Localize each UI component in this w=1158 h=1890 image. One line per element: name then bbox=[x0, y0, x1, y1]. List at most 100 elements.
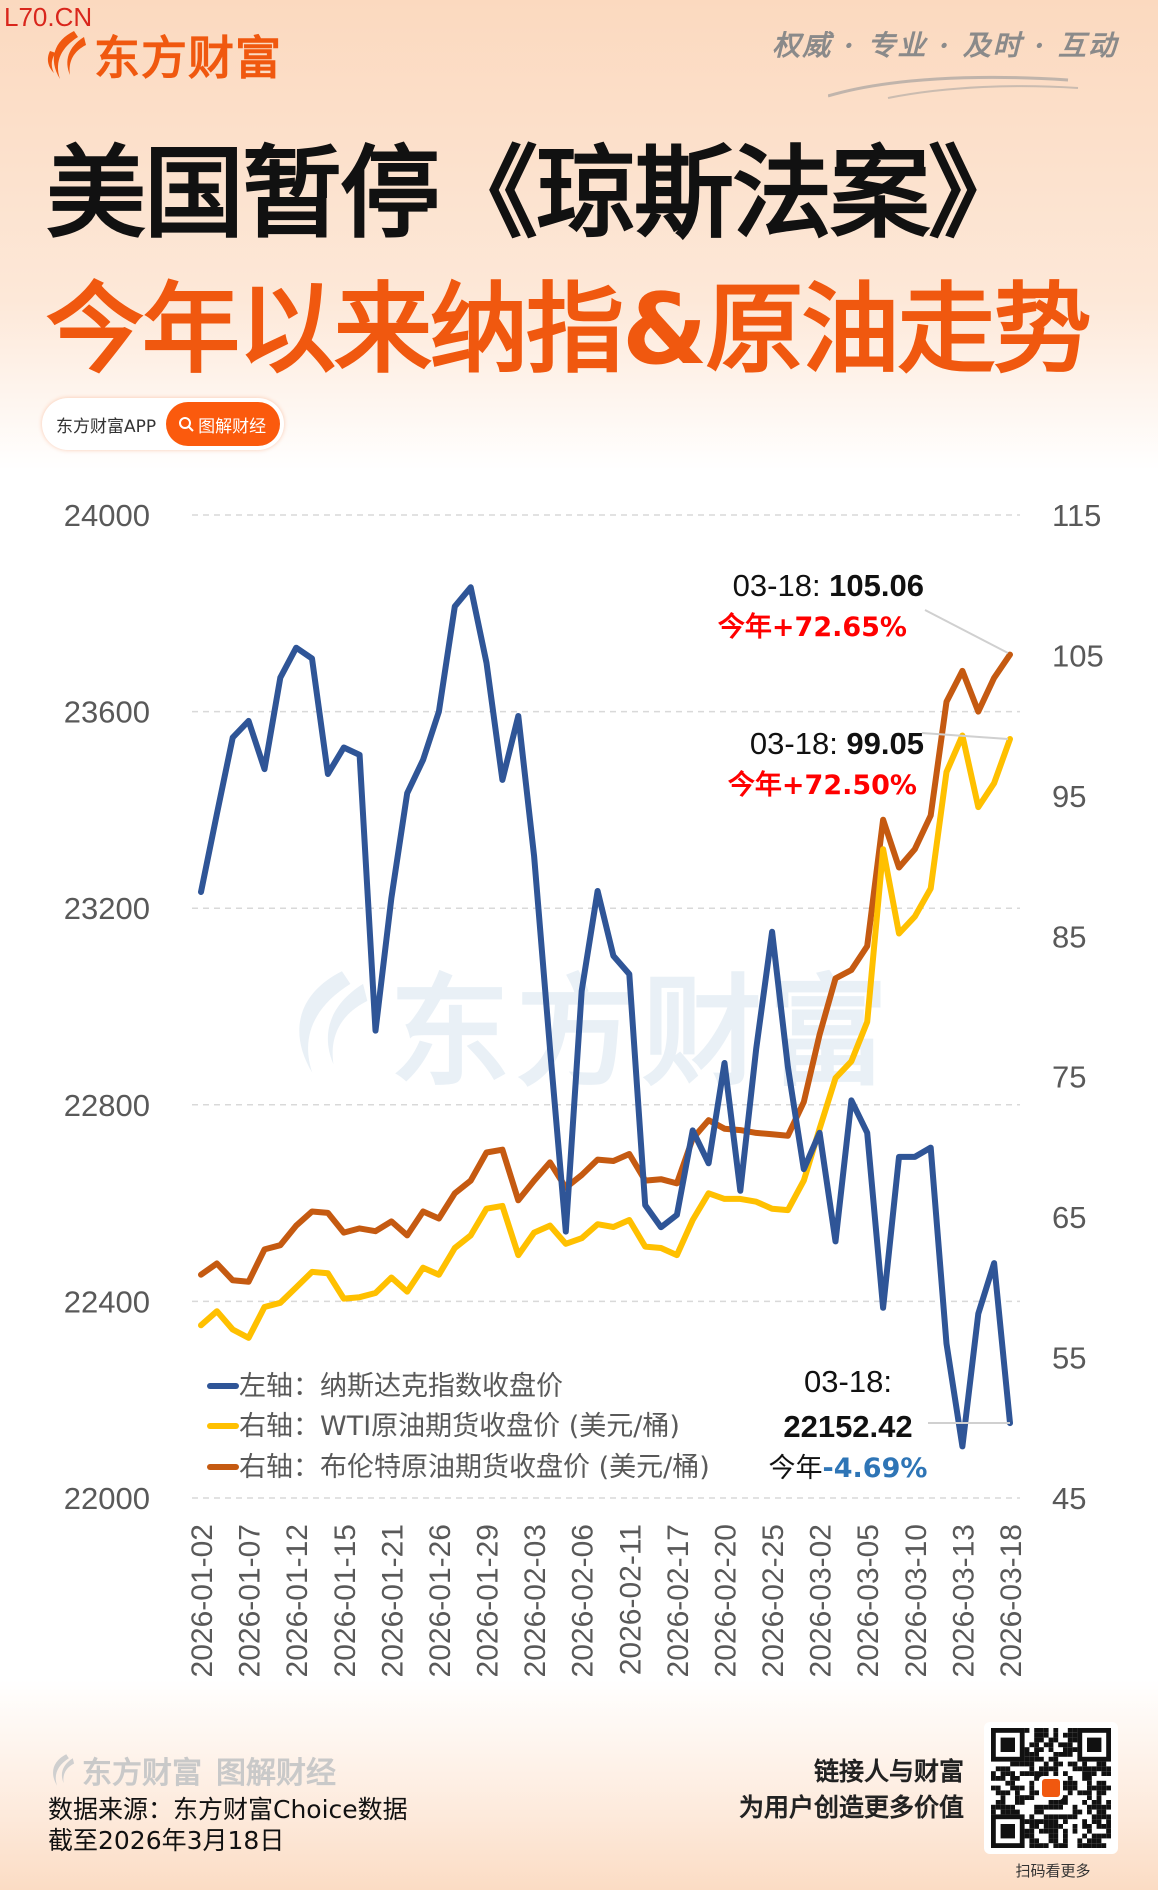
footer-flame-icon bbox=[53, 1754, 75, 1786]
qr-module bbox=[1034, 1809, 1039, 1815]
qr-module bbox=[1043, 1761, 1049, 1767]
qr-module bbox=[1058, 1761, 1063, 1767]
badge-pill[interactable]: 图解财经 bbox=[166, 402, 281, 446]
legend-label-brent: 右轴：布伦特原油期货收盘价 (美元/桶) bbox=[239, 1452, 710, 1483]
qr-module bbox=[1043, 1843, 1049, 1848]
y-right-tick-label: 95 bbox=[1052, 779, 1086, 814]
qr-module bbox=[1058, 1824, 1063, 1829]
qr-module bbox=[1067, 1728, 1073, 1733]
qr-module bbox=[1101, 1780, 1107, 1786]
qr-module bbox=[1072, 1814, 1078, 1820]
qr-module bbox=[1106, 1824, 1111, 1829]
qr-module bbox=[1067, 1790, 1073, 1796]
qr-module bbox=[1034, 1790, 1039, 1796]
footer-brand-sub: 图解财经 bbox=[216, 1756, 336, 1791]
qr-module bbox=[1063, 1838, 1068, 1844]
data-source: 数据来源：东方财富Choice数据 bbox=[48, 1795, 408, 1824]
title-line1: 美国暂停《琼斯法案》 bbox=[46, 135, 1028, 252]
qr-module bbox=[1096, 1809, 1102, 1815]
qr-module bbox=[995, 1800, 1001, 1805]
brand-flame-icon bbox=[47, 31, 86, 79]
qr-module bbox=[1087, 1771, 1092, 1776]
qr-module bbox=[1106, 1771, 1111, 1776]
qr-module bbox=[1096, 1785, 1102, 1791]
qr-module bbox=[995, 1766, 1001, 1772]
qr-module bbox=[991, 1771, 996, 1776]
qr-module bbox=[1082, 1819, 1087, 1824]
qr-module bbox=[1063, 1742, 1068, 1748]
qr-module bbox=[1096, 1766, 1102, 1772]
qr-module bbox=[1087, 1790, 1092, 1796]
qr-module bbox=[1015, 1800, 1020, 1805]
x-tick-label: 2026-02-20 bbox=[709, 1524, 742, 1677]
qr-module bbox=[1063, 1780, 1068, 1786]
qr-module bbox=[1096, 1838, 1102, 1844]
qr-module bbox=[1048, 1804, 1054, 1810]
qr-module bbox=[1000, 1804, 1006, 1810]
qr-module bbox=[1077, 1838, 1083, 1844]
swoosh-decoration bbox=[828, 75, 1079, 99]
qr-module bbox=[1087, 1795, 1092, 1800]
qr-module bbox=[1096, 1780, 1102, 1786]
qr-module bbox=[1067, 1780, 1073, 1786]
qr-module bbox=[1029, 1833, 1035, 1839]
qr-module bbox=[1091, 1800, 1097, 1805]
brand-name: 东方财富 bbox=[94, 31, 282, 85]
qr-module bbox=[1058, 1742, 1063, 1748]
nasdaq-annotation-change: 今年-4.69% bbox=[769, 1453, 928, 1484]
qr-module bbox=[1043, 1819, 1049, 1824]
qr-module bbox=[1087, 1843, 1092, 1848]
qr-module bbox=[1053, 1824, 1059, 1829]
nasdaq-annotation-value: 22152.42 bbox=[783, 1409, 912, 1444]
qr-module bbox=[1053, 1804, 1059, 1810]
qr-module bbox=[1043, 1814, 1049, 1820]
qr-module bbox=[1048, 1747, 1054, 1752]
qr-code[interactable] bbox=[984, 1722, 1118, 1854]
qr-module bbox=[1072, 1766, 1078, 1772]
qr-module bbox=[1024, 1728, 1030, 1733]
qr-module bbox=[1039, 1843, 1044, 1848]
footer-slogan-line1: 链接人与财富 bbox=[813, 1757, 964, 1786]
qr-module bbox=[1039, 1756, 1044, 1762]
qr-module bbox=[1063, 1785, 1068, 1791]
qr-module bbox=[1101, 1843, 1107, 1848]
qr-module bbox=[1000, 1809, 1006, 1815]
search-icon bbox=[179, 417, 194, 432]
qr-module bbox=[1029, 1814, 1035, 1820]
legend: 左轴：纳斯达克指数收盘价 右轴：WTI原油期货收盘价 (美元/桶) 右轴：布伦特… bbox=[207, 1371, 710, 1483]
qr-module bbox=[1043, 1728, 1049, 1733]
qr-module bbox=[1072, 1824, 1078, 1829]
y-right-tick-label: 75 bbox=[1052, 1060, 1086, 1095]
qr-module bbox=[1048, 1833, 1054, 1839]
qr-module bbox=[1048, 1756, 1054, 1762]
qr-module bbox=[1010, 1780, 1015, 1786]
x-tick-label: 2026-02-06 bbox=[567, 1524, 600, 1677]
x-tick-label: 2026-02-17 bbox=[662, 1524, 695, 1677]
qr-module bbox=[1082, 1776, 1087, 1781]
qr-module bbox=[991, 1804, 996, 1810]
qr-module bbox=[1015, 1761, 1020, 1767]
qr-module bbox=[1000, 1766, 1006, 1772]
qr-module bbox=[1029, 1828, 1035, 1834]
app-badge[interactable]: 东方财富APP 图解财经 bbox=[42, 398, 285, 450]
legend-label-nasdaq: 左轴：纳斯达克指数收盘价 bbox=[239, 1371, 563, 1402]
y-axis-left: 24000 23600 23200 22800 22400 22000 bbox=[64, 498, 150, 1516]
qr-module bbox=[1015, 1790, 1020, 1796]
qr-module bbox=[1091, 1785, 1097, 1791]
qr-module bbox=[1029, 1766, 1035, 1772]
qr-module bbox=[1048, 1819, 1054, 1824]
qr-module bbox=[1019, 1785, 1025, 1791]
qr-module bbox=[1072, 1728, 1078, 1733]
qr-caption: 扫码看更多 bbox=[1015, 1862, 1091, 1880]
series-line-wti bbox=[198, 732, 1013, 1341]
qr-module bbox=[1072, 1780, 1078, 1786]
brent-annotation-change: 今年+72.65% bbox=[718, 611, 907, 643]
qr-module bbox=[1043, 1771, 1049, 1776]
brent-leader-line bbox=[924, 609, 1009, 654]
qr-module bbox=[1024, 1752, 1030, 1757]
title-line2: 今年以来纳指&原油走势 bbox=[46, 273, 1091, 387]
qr-finder bbox=[990, 1814, 1025, 1849]
y-axis-right: 115 105 95 85 75 65 55 45 bbox=[1052, 498, 1104, 1516]
qr-module bbox=[1053, 1838, 1059, 1844]
qr-module bbox=[1048, 1828, 1054, 1834]
